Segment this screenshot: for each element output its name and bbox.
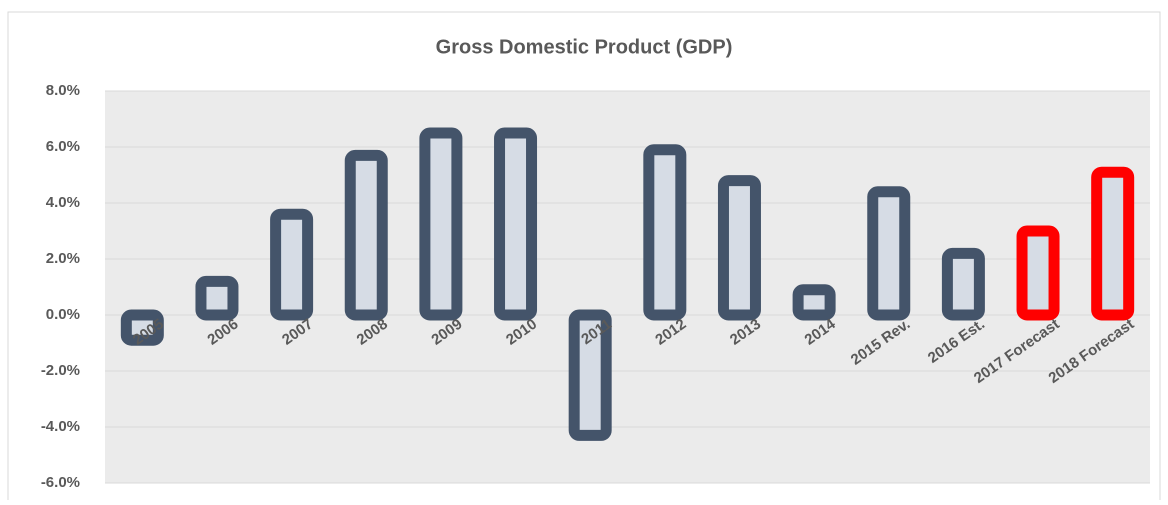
bar (1091, 166, 1135, 321)
bar (344, 149, 388, 321)
bar (643, 144, 687, 321)
y-tick-label: -4.0% (41, 418, 80, 435)
y-tick-label: 8.0% (46, 82, 80, 99)
y-tick-label: 2.0% (46, 250, 80, 267)
y-tick-label: 4.0% (46, 194, 80, 211)
bar (792, 284, 836, 321)
bar (270, 208, 314, 321)
bar (419, 127, 463, 321)
bar (494, 127, 538, 321)
bar (717, 175, 761, 321)
chart-title: Gross Domestic Product (GDP) (436, 36, 733, 58)
y-tick-label: 0.0% (46, 306, 80, 323)
y-tick-label: -2.0% (41, 362, 80, 379)
y-tick-label: -6.0% (41, 474, 80, 491)
bar (867, 186, 911, 321)
bar (1016, 225, 1060, 321)
bar (195, 275, 239, 321)
y-tick-label: 6.0% (46, 138, 80, 155)
bar (120, 309, 164, 346)
plot-area (105, 91, 1150, 483)
bar (568, 309, 612, 441)
bar (941, 247, 985, 321)
